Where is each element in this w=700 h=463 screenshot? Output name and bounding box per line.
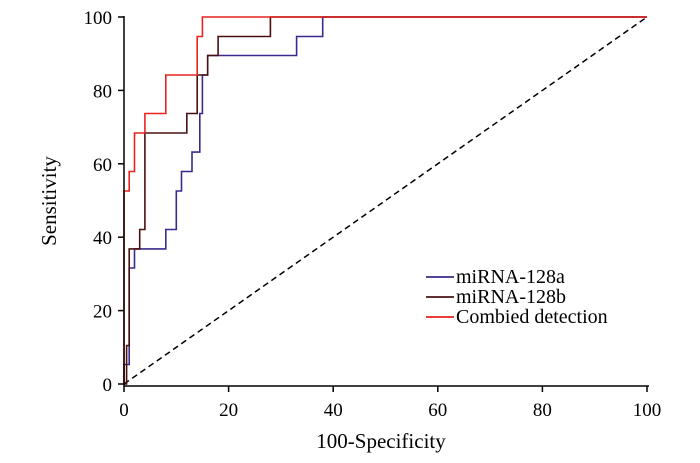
y-tick-label: 0 bbox=[103, 375, 113, 396]
x-axis-title: 100-Specificity bbox=[316, 429, 446, 453]
series-line-2 bbox=[124, 16, 647, 385]
y-axis-title: Sensitivity bbox=[37, 156, 61, 246]
y-tick-label: 60 bbox=[93, 155, 112, 176]
y-tick-label: 40 bbox=[93, 228, 112, 249]
legend-label-1: miRNA-128a bbox=[456, 266, 565, 288]
y-tick-label: 20 bbox=[93, 302, 112, 323]
x-tick-label: 0 bbox=[119, 400, 129, 421]
x-tick-label: 20 bbox=[219, 400, 238, 421]
x-tick-label: 60 bbox=[428, 400, 447, 421]
series-line-3 bbox=[123, 16, 647, 384]
legend-label-2: miRNA-128b bbox=[456, 286, 566, 308]
series-line-1 bbox=[123, 16, 647, 384]
x-tick-label: 80 bbox=[533, 400, 552, 421]
y-tick-label: 80 bbox=[93, 81, 112, 102]
legend-label-3: Combied detection bbox=[456, 306, 608, 328]
x-tick-label: 40 bbox=[324, 400, 343, 421]
reference-diagonal-line bbox=[123, 16, 648, 385]
y-tick-label: 100 bbox=[84, 8, 113, 29]
x-tick-label: 100 bbox=[633, 400, 662, 421]
